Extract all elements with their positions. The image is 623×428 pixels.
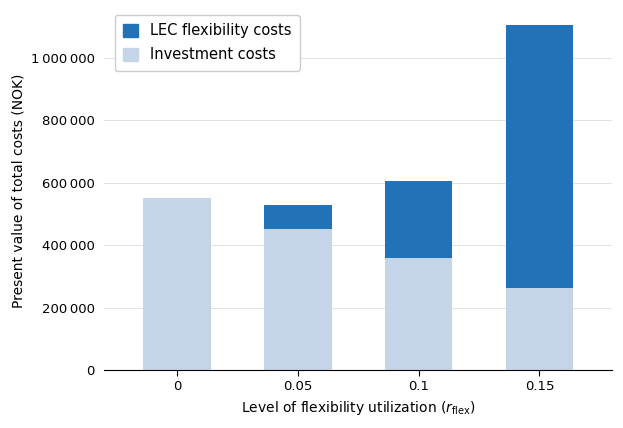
Bar (385, 181, 452, 258)
X-axis label: Level of flexibility utilization ($r_\mathregular{flex}$): Level of flexibility utilization ($r_\ma… (240, 399, 475, 417)
Bar (385, 258, 452, 370)
Bar (505, 288, 573, 370)
Legend: LEC flexibility costs, Investment costs: LEC flexibility costs, Investment costs (115, 15, 300, 71)
Bar (264, 229, 331, 370)
Bar (505, 25, 573, 288)
Bar (143, 198, 211, 370)
Y-axis label: Present value of total costs (NOK): Present value of total costs (NOK) (11, 73, 25, 308)
Bar (264, 205, 331, 229)
